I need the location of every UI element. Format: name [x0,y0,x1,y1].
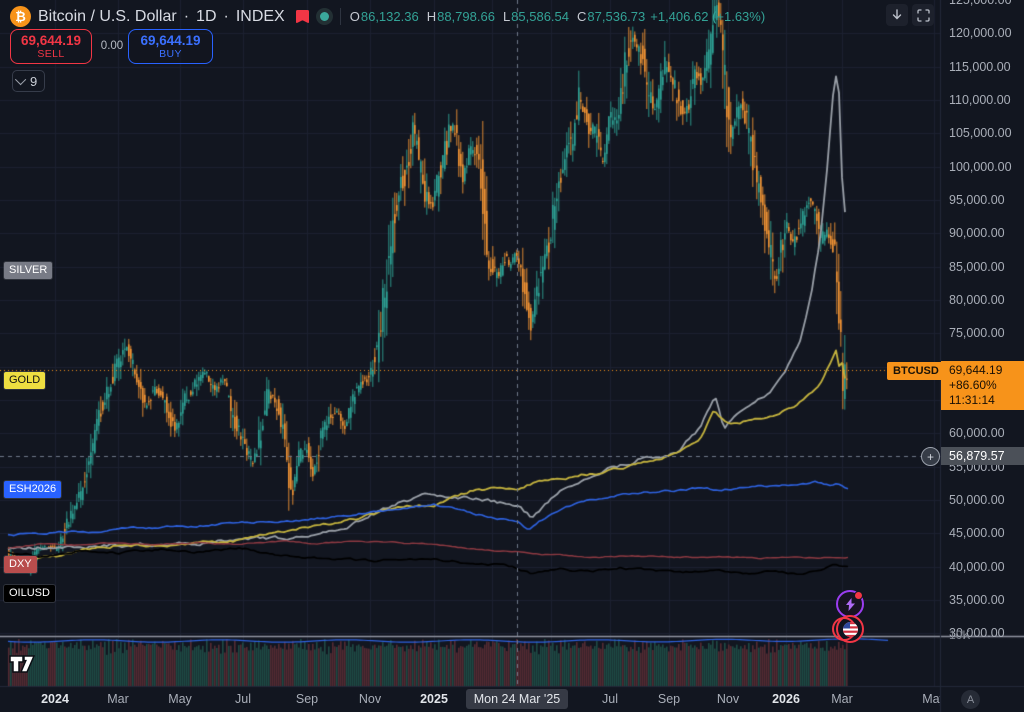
time-axis-label: Mar [831,692,853,706]
ohlc-values: O86,132.36 H88,798.66 L85,586.54 C87,536… [349,9,646,24]
title-separator: · [183,7,190,25]
sell-label: SELL [37,48,65,61]
time-axis-label: Jul [235,692,251,706]
price-axis-label: 50,000.00 [949,493,1005,507]
notification-dot [854,591,863,600]
events-lightning-icon[interactable] [836,590,864,618]
candle-count-value: 9 [30,73,38,89]
maximize-icon [916,8,930,22]
auto-scale-button[interactable]: A [961,690,980,709]
bitcoin-logo-icon: ₿ [10,6,31,27]
price-axis-label: 120,000.00 [949,26,1012,41]
us-flag-icon [842,621,858,637]
economic-events-flag-icon[interactable] [832,615,864,643]
price-axis-label: 45,000.00 [949,526,1005,541]
buy-label: BUY [159,48,182,61]
price-axis-label: 75,000.00 [949,326,1005,341]
price-axis-label: 60,000.00 [949,426,1005,441]
time-axis-label: May [168,692,192,706]
overlay-label-dxy[interactable]: DXY [4,556,37,573]
time-axis-label: Sep [295,692,319,706]
bar-countdown: 11:31:14 [949,393,995,407]
price-axis-label: 105,000.00 [949,126,1012,141]
symbol-header: ₿ Bitcoin / U.S. Dollar · 1D · INDEX O86… [10,4,765,29]
title-separator2: · [223,7,229,25]
time-axis-label: Nov [358,692,382,706]
last-price-axis-badge: 69,644.19 +86.60% 11:31:14 [941,361,1024,410]
maximize-chart-button[interactable] [912,4,934,26]
buy-price: 69,644.19 [140,32,201,48]
candle-count-dropdown[interactable]: 9 [12,70,46,92]
time-axis-label: Sep [657,692,681,706]
time-axis[interactable]: 2024 Mar May Jul Sep Nov 2025 Mar May Jul Sep Nov 20… [0,686,940,712]
price-axis-label: 30,000.00 [949,626,1005,641]
sell-price: 69,644.19 [20,32,82,48]
price-axis[interactable]: 125,000.00 120,000.00 115,000.00 110,000.00… [941,0,1024,686]
price-axis-label: 90,000.00 [949,226,1005,241]
price-axis-label: 110,000.00 [949,93,1011,107]
lightning-bolt-icon [845,597,855,611]
last-price: 69,644.19 [949,363,1003,377]
time-axis-label: Mar [107,692,129,706]
price-axis-label: 80,000.00 [949,293,1005,307]
add-alert-plus-icon[interactable]: + [921,447,940,466]
time-axis-label: 2026 [772,692,800,706]
overlay-label-oilusd[interactable]: OILUSD [4,585,55,602]
price-axis-label: 95,000.00 [949,193,1005,207]
scroll-to-recent-button[interactable] [886,4,908,26]
crosshair-price-badge: 56,879.57 [941,447,1024,465]
flag-icon[interactable] [295,9,309,24]
exchange-name[interactable]: INDEX [235,7,285,25]
chevron-down-icon [14,73,27,86]
time-axis-label: Jul [602,692,618,706]
time-axis-label: 2025 [420,692,448,706]
buy-button[interactable]: 69,644.19 BUY [128,29,213,64]
overlay-label-silver[interactable]: SILVER [4,262,53,279]
price-axis-label: 35,000.00 [949,593,1005,607]
volume-axis-label: 10K [949,628,971,642]
market-status-icon[interactable] [315,8,333,25]
sell-button[interactable]: 69,644.19 SELL [10,29,92,64]
last-price-pct: +86.60% [949,378,997,392]
time-axis-label: Nov [716,692,740,706]
overlay-label-gold[interactable]: GOLD [4,372,46,389]
symbol-title[interactable]: Bitcoin / U.S. Dollar [38,7,177,25]
time-axis-label: May [922,692,940,706]
header-divider [339,8,341,25]
spread-value: 0.00 [100,40,124,52]
time-axis-label: 2024 [41,692,69,706]
price-axis-label: 40,000.00 [949,559,1005,574]
crosshair-date-badge: Mon 24 Mar '25 [466,689,568,709]
price-axis-label: 125,000.00 [949,0,1012,7]
price-axis-label: 100,000.00 [949,159,1012,174]
arrow-down-icon [892,9,902,20]
tradingview-logo[interactable] [8,652,38,676]
change-value: +1,406.62 (+1.63%) [650,9,766,24]
price-axis-label: 85,000.00 [949,259,1005,274]
interval-value[interactable]: 1D [196,7,217,25]
btcusd-price-label[interactable]: BTCUSD [887,362,945,380]
price-axis-label: 115,000.00 [949,59,1011,74]
overlay-label-esh2026[interactable]: ESH2026 [4,481,62,498]
